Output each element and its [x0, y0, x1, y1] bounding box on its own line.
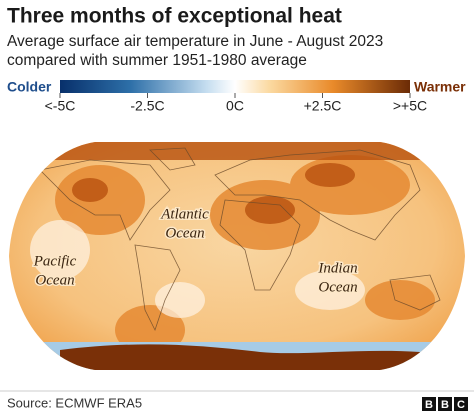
- legend-tick-label: 0C: [226, 98, 244, 114]
- subtitle: compared with summer 1951-1980 average: [7, 52, 307, 69]
- ocean-label: Ocean: [165, 225, 204, 241]
- legend-ticks: <-5C -2.5C 0C +2.5C >+5C: [45, 93, 427, 114]
- ocean-label: Ocean: [35, 272, 74, 288]
- logo-box: [454, 397, 468, 411]
- ocean-label: Atlantic: [160, 206, 209, 222]
- title: Three months of exceptional heat: [7, 5, 342, 28]
- legend-high-label: Warmer: [414, 79, 466, 95]
- legend-tick-label: +2.5C: [304, 98, 342, 114]
- legend-tick-label: <-5C: [45, 98, 76, 114]
- logo-letter: C: [457, 399, 465, 411]
- map: Atlantic Ocean Pacific Ocean Indian Ocea…: [9, 142, 465, 370]
- legend-tick-label: -2.5C: [130, 98, 164, 114]
- color-bar: [60, 80, 410, 93]
- logo-box: [438, 397, 452, 411]
- ocean-label: Ocean: [318, 279, 357, 295]
- logo-box: [422, 397, 436, 411]
- logo-letter: B: [425, 399, 433, 411]
- subtitle: Average surface air temperature in June …: [7, 33, 383, 50]
- logo-letter: B: [441, 399, 449, 411]
- legend-low-label: Colder: [7, 79, 52, 95]
- ocean-label: Indian: [317, 260, 357, 276]
- ocean-label: Pacific: [33, 253, 77, 269]
- legend-tick-label: >+5C: [393, 98, 427, 114]
- source: Source: ECMWF ERA5: [7, 395, 142, 410]
